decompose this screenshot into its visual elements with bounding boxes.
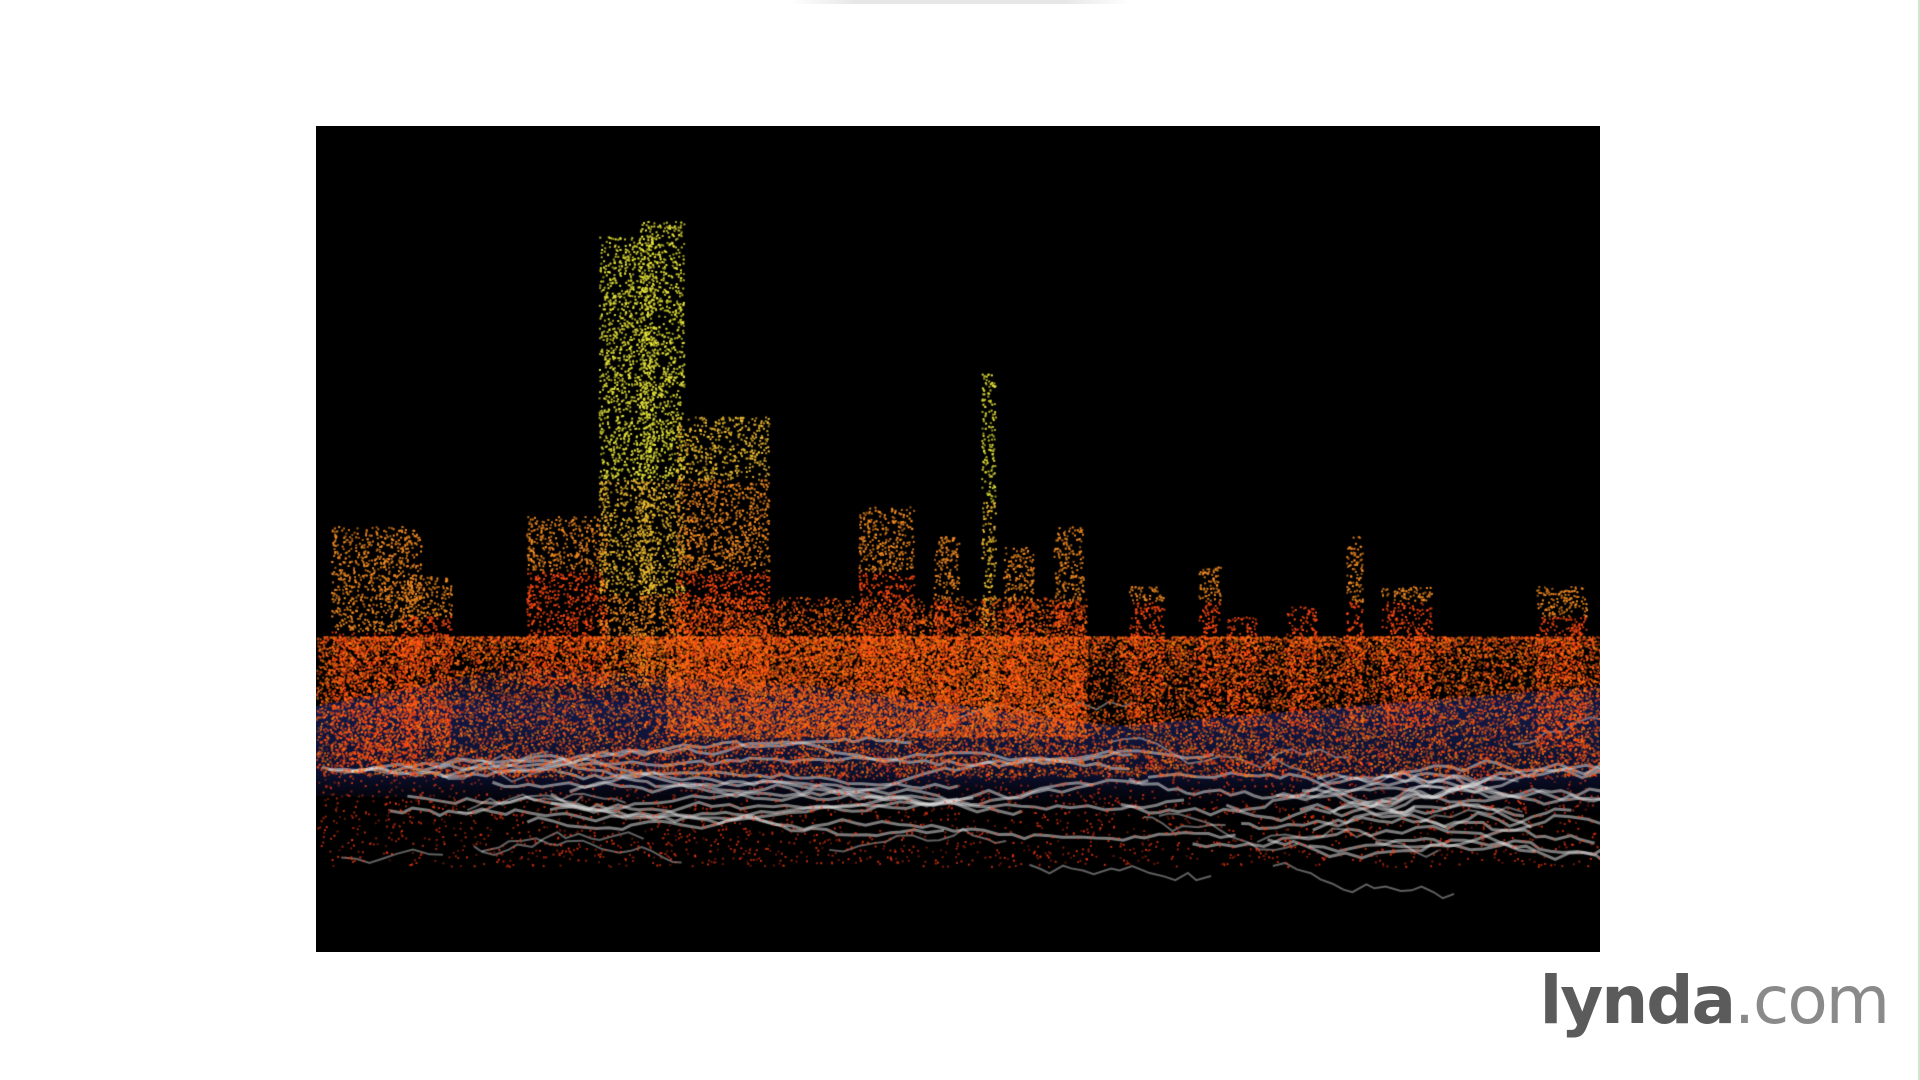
point-cloud-canvas [316, 126, 1600, 952]
right-edge-border [1918, 0, 1920, 1080]
lynda-logo: lynda.com [1540, 968, 1890, 1034]
top-edge-shadow [790, 0, 1130, 4]
logo-tld-text: .com [1734, 962, 1890, 1039]
logo-brand-text: lynda [1539, 962, 1736, 1039]
point-cloud-visualization [316, 126, 1600, 952]
